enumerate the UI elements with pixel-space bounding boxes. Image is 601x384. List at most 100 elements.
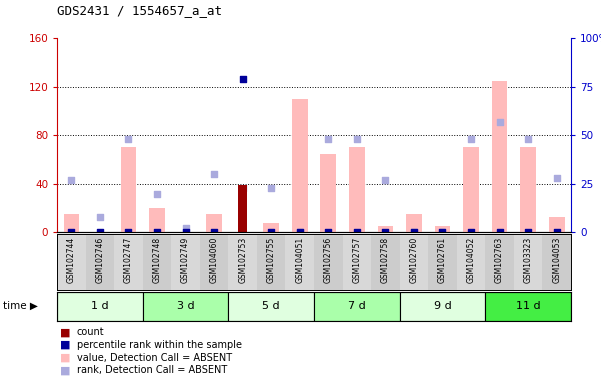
Bar	[377, 226, 393, 232]
Point	[438, 229, 447, 235]
Point	[295, 229, 305, 235]
Bar	[463, 147, 479, 232]
Point	[181, 225, 191, 232]
Point	[266, 229, 276, 235]
Text: 1 d: 1 d	[91, 301, 109, 311]
Text: GSM103323: GSM103323	[523, 237, 532, 283]
Bar	[542, 234, 571, 290]
Point	[209, 229, 219, 235]
Text: GSM102760: GSM102760	[409, 237, 418, 283]
Bar	[149, 208, 165, 232]
Bar	[57, 234, 85, 290]
Bar	[435, 226, 450, 232]
Text: ■: ■	[60, 327, 70, 337]
Bar	[239, 185, 247, 232]
Point	[295, 229, 305, 235]
Point	[380, 177, 390, 183]
Bar	[314, 292, 400, 321]
Bar	[457, 234, 485, 290]
Bar	[200, 234, 228, 290]
Bar	[349, 147, 365, 232]
Point	[181, 229, 191, 235]
Bar	[485, 234, 514, 290]
Point	[238, 76, 248, 82]
Bar	[292, 99, 308, 232]
Bar	[400, 234, 428, 290]
Bar	[514, 234, 542, 290]
Bar	[320, 154, 336, 232]
Text: 5 d: 5 d	[263, 301, 280, 311]
Text: 7 d: 7 d	[348, 301, 366, 311]
Point	[466, 136, 476, 142]
Bar	[206, 214, 222, 232]
Text: 9 d: 9 d	[433, 301, 451, 311]
Text: GSM104060: GSM104060	[210, 237, 219, 283]
Text: GSM104051: GSM104051	[295, 237, 304, 283]
Bar	[171, 234, 200, 290]
Point	[67, 229, 76, 235]
Bar	[314, 234, 343, 290]
Text: percentile rank within the sample: percentile rank within the sample	[77, 340, 242, 350]
Point	[152, 229, 162, 235]
Text: ■: ■	[60, 340, 70, 350]
Text: GSM104053: GSM104053	[552, 237, 561, 283]
Point	[380, 229, 390, 235]
Point	[409, 229, 419, 235]
Point	[352, 136, 362, 142]
Point	[152, 190, 162, 197]
Text: GSM102756: GSM102756	[324, 237, 333, 283]
Bar	[485, 292, 571, 321]
Bar	[492, 81, 507, 232]
Text: rank, Detection Call = ABSENT: rank, Detection Call = ABSENT	[77, 365, 227, 375]
Text: GSM102755: GSM102755	[267, 237, 276, 283]
Point	[95, 214, 105, 220]
Text: 3 d: 3 d	[177, 301, 194, 311]
Bar	[371, 234, 400, 290]
Bar	[400, 292, 485, 321]
Point	[466, 229, 476, 235]
Text: value, Detection Call = ABSENT: value, Detection Call = ABSENT	[77, 353, 232, 362]
Point	[124, 229, 133, 235]
Text: GSM102758: GSM102758	[381, 237, 390, 283]
Bar	[142, 234, 171, 290]
Text: GSM104052: GSM104052	[466, 237, 475, 283]
Text: 11 d: 11 d	[516, 301, 540, 311]
Bar	[520, 147, 536, 232]
Point	[409, 229, 419, 235]
Bar	[85, 234, 114, 290]
Point	[438, 229, 447, 235]
Bar	[428, 234, 457, 290]
Text: count: count	[77, 327, 105, 337]
Bar	[257, 234, 285, 290]
Text: GSM102761: GSM102761	[438, 237, 447, 283]
Point	[238, 185, 248, 191]
Bar	[228, 234, 257, 290]
Text: GSM102748: GSM102748	[153, 237, 162, 283]
Point	[323, 229, 333, 235]
Point	[495, 229, 504, 235]
Bar	[142, 292, 228, 321]
Bar	[263, 223, 279, 232]
Text: GDS2431 / 1554657_a_at: GDS2431 / 1554657_a_at	[57, 4, 222, 17]
Point	[552, 175, 561, 181]
Text: GSM102744: GSM102744	[67, 237, 76, 283]
Bar	[406, 214, 422, 232]
Point	[67, 177, 76, 183]
Text: GSM102746: GSM102746	[96, 237, 105, 283]
Bar	[114, 234, 143, 290]
Text: time ▶: time ▶	[3, 301, 38, 311]
Point	[523, 136, 533, 142]
Point	[523, 229, 533, 235]
Point	[266, 185, 276, 191]
Point	[124, 136, 133, 142]
Bar	[228, 292, 314, 321]
Text: GSM102753: GSM102753	[238, 237, 247, 283]
Bar	[57, 292, 143, 321]
Point	[95, 229, 105, 235]
Text: GSM102763: GSM102763	[495, 237, 504, 283]
Point	[323, 136, 333, 142]
Text: GSM102749: GSM102749	[181, 237, 190, 283]
Bar	[64, 214, 79, 232]
Point	[352, 229, 362, 235]
Text: GSM102747: GSM102747	[124, 237, 133, 283]
